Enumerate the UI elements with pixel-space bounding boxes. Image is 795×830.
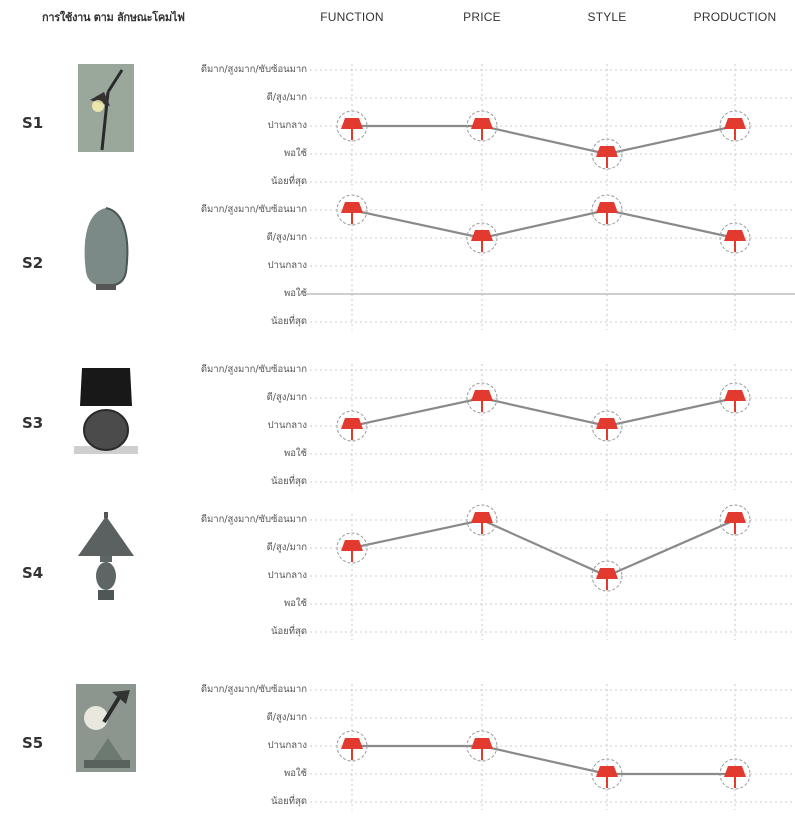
- series-line-s3: [351, 396, 736, 428]
- level-label: น้อยที่สุด: [271, 626, 307, 637]
- lamp-marker-icon: [466, 222, 498, 254]
- series-label: S1: [22, 114, 44, 132]
- chart-row-s1: S1 ดีมาก/สูงมาก/ซับซ้อนมากดี/สูง/มากปานกล…: [0, 60, 795, 190]
- level-label: น้อยที่สุด: [271, 796, 307, 807]
- lamp-marker-icon: [719, 110, 751, 142]
- level-label: ปานกลาง: [267, 420, 307, 431]
- red-table-lamp-thumbnail: [74, 512, 138, 604]
- black-shade-lamp-thumbnail: [74, 362, 138, 454]
- line-chart-s2: [300, 194, 795, 330]
- series-label: S4: [22, 564, 44, 582]
- series-label: S5: [22, 734, 44, 752]
- lamp-marker-icon: [336, 730, 368, 762]
- series-line-s5: [352, 744, 735, 776]
- criteria-header-price: PRICE: [463, 10, 501, 24]
- criteria-header-function: FUNCTION: [320, 10, 384, 24]
- lamp-marker-icon: [466, 110, 498, 142]
- photo-lamp-thumbnail: [74, 682, 138, 774]
- level-label: ดี/สูง/มาก: [266, 542, 307, 553]
- level-label: ดีมาก/สูงมาก/ซับซ้อนมาก: [200, 364, 307, 375]
- page-title: การใช้งาน ตาม ลักษณะโคมไฟ: [42, 11, 185, 24]
- level-label: ดี/สูง/มาก: [266, 712, 307, 723]
- level-label: ปานกลาง: [267, 260, 307, 271]
- line-chart-s5: [300, 684, 795, 810]
- level-label: ดีมาก/สูงมาก/ซับซ้อนมาก: [200, 684, 307, 695]
- lamp-marker-icon: [466, 382, 498, 414]
- lamp-marker-icon: [591, 194, 623, 226]
- level-label: น้อยที่สุด: [271, 316, 307, 327]
- vase-lamp-thumbnail: [74, 202, 138, 294]
- level-label: ปานกลาง: [267, 570, 307, 581]
- level-label: พอใช้: [283, 768, 307, 779]
- lamp-marker-icon: [336, 410, 368, 442]
- level-label: น้อยที่สุด: [271, 176, 307, 187]
- chart-row-s5: S5 ดีมาก/สูงมาก/ซับซ้อนมากดี/สูง/มากปานกล…: [0, 680, 795, 810]
- lamp-marker-icon: [719, 758, 751, 790]
- line-chart-s1: [300, 64, 795, 190]
- lamp-marker-icon: [719, 382, 751, 414]
- level-label: ดี/สูง/มาก: [266, 392, 307, 403]
- lamp-marker-icon: [719, 504, 751, 536]
- criteria-header-style: STYLE: [587, 10, 627, 24]
- series-line-s2: [351, 208, 736, 240]
- lamp-marker-icon: [591, 410, 623, 442]
- lamp-marker-icon: [466, 730, 498, 762]
- level-label: ดีมาก/สูงมาก/ซับซ้อนมาก: [200, 514, 307, 525]
- level-label: พอใช้: [283, 448, 307, 459]
- level-label: น้อยที่สุด: [271, 476, 307, 487]
- lamp-marker-icon: [336, 110, 368, 142]
- level-label: ดี/สูง/มาก: [266, 232, 307, 243]
- lamp-marker-icon: [336, 532, 368, 564]
- series-label: S2: [22, 254, 44, 272]
- chart-row-s2: S2 ดีมาก/สูงมาก/ซับซ้อนมากดี/สูง/มากปานกล…: [0, 194, 795, 330]
- desk-lamp-thumbnail: [74, 62, 138, 154]
- series-label: S3: [22, 414, 44, 432]
- level-label: ดีมาก/สูงมาก/ซับซ้อนมาก: [200, 64, 307, 75]
- chart-row-s3: S3 ดีมาก/สูงมาก/ซับซ้อนมากดี/สูง/มากปานกล…: [0, 360, 795, 490]
- lamp-marker-icon: [591, 560, 623, 592]
- level-label: พอใช้: [283, 288, 307, 299]
- series-line-s4: [351, 518, 736, 578]
- chart-row-s4: S4 ดีมาก/สูงมาก/ซับซ้อนมากดี/สูง/มากปานกล…: [0, 504, 795, 640]
- level-label: ดี/สูง/มาก: [266, 92, 307, 103]
- line-chart-s3: [300, 364, 795, 490]
- level-label: ปานกลาง: [267, 120, 307, 131]
- lamp-marker-icon: [591, 758, 623, 790]
- level-label: พอใช้: [283, 598, 307, 609]
- lamp-marker-icon: [466, 504, 498, 536]
- lamp-marker-icon: [719, 222, 751, 254]
- level-label: ปานกลาง: [267, 740, 307, 751]
- level-label: พอใช้: [283, 148, 307, 159]
- level-label: ดีมาก/สูงมาก/ซับซ้อนมาก: [200, 204, 307, 215]
- lamp-marker-icon: [336, 194, 368, 226]
- lamp-marker-icon: [591, 138, 623, 170]
- series-line-s1: [352, 124, 736, 156]
- criteria-header-production: PRODUCTION: [693, 10, 777, 24]
- line-chart-s4: [300, 504, 795, 640]
